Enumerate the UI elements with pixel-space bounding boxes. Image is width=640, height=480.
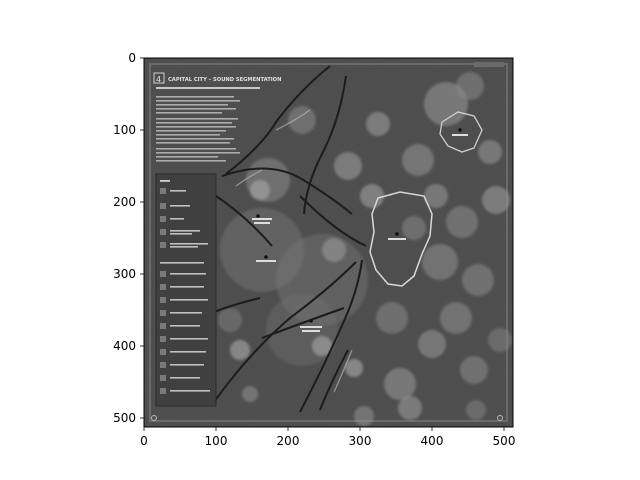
map-image: 4 CAPITAL CITY – SOUND SEGMENTATION	[144, 58, 513, 427]
y-tick-label: 0	[128, 51, 136, 65]
place-markers	[256, 128, 462, 323]
map-inner-frame	[149, 63, 508, 422]
district-outline-east	[439, 111, 483, 153]
map-legend	[155, 173, 217, 407]
corner-marks	[151, 62, 504, 421]
y-tick-label: 300	[113, 267, 136, 281]
river-lines	[235, 109, 353, 393]
map-description-text	[156, 96, 240, 162]
y-axis: 0 100 200 300 400 500	[113, 51, 144, 425]
district-outline	[369, 191, 433, 287]
map-title: CAPITAL CITY – SOUND SEGMENTATION	[168, 77, 281, 83]
map-title-block: 4 CAPITAL CITY – SOUND SEGMENTATION	[153, 72, 281, 89]
axes-frame	[143, 57, 514, 428]
x-axis: 0 100 200 300 400 500	[140, 427, 515, 448]
y-tick-label: 200	[113, 195, 136, 209]
y-tick-label: 500	[113, 411, 136, 425]
x-tick-label: 300	[349, 434, 372, 448]
y-tick-label: 100	[113, 123, 136, 137]
x-tick-label: 400	[421, 434, 444, 448]
x-tick-label: 0	[140, 434, 148, 448]
place-label-marks	[252, 134, 468, 332]
map-title-number: 4	[156, 75, 161, 84]
sound-segment-circles	[218, 72, 512, 426]
y-tick-label: 400	[113, 339, 136, 353]
x-tick-label: 200	[277, 434, 300, 448]
x-tick-label: 500	[493, 434, 516, 448]
x-tick-label: 100	[205, 434, 228, 448]
